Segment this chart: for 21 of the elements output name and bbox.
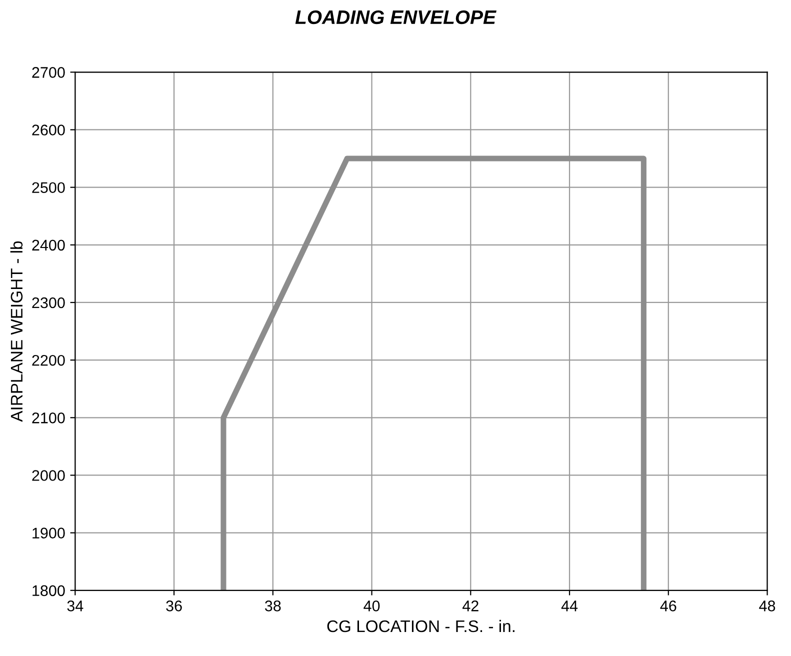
- x-tick-label: 40: [364, 600, 380, 612]
- y-tick-label: 1900: [32, 528, 65, 539]
- x-tick-label: 42: [462, 600, 478, 612]
- y-tick-label: 2100: [32, 412, 65, 424]
- y-tick-label: 2000: [32, 470, 65, 481]
- y-tick-label: 2400: [32, 240, 65, 251]
- y-tick-label: 2200: [32, 354, 65, 366]
- y-tick-label: 2600: [32, 124, 65, 136]
- y-tick-label: 1800: [32, 585, 65, 596]
- chart-title: LOADING ENVELOPE: [295, 10, 496, 24]
- y-axis-title: AIRPLANE WEIGHT - lb: [10, 241, 23, 422]
- x-axis-title: CG LOCATION - F.S. - in.: [327, 620, 514, 632]
- y-tick-label: 2700: [32, 67, 65, 78]
- y-tick-label: 2500: [32, 182, 65, 194]
- y-tick-label: 2300: [32, 297, 65, 308]
- x-tick-label: 44: [561, 600, 578, 612]
- x-tick-label: 38: [264, 600, 281, 612]
- x-tick-label: 48: [759, 600, 776, 612]
- x-tick-label: 34: [67, 600, 84, 612]
- x-tick-label: 36: [166, 600, 182, 612]
- x-tick-label: 46: [660, 600, 676, 612]
